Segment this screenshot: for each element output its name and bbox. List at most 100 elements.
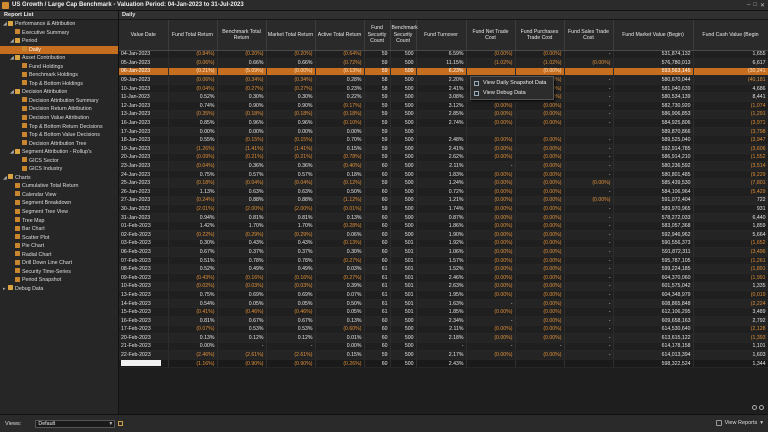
tree-item[interactable]: GICS Industry [0,165,118,174]
tree-item[interactable]: ◢ Charts [0,174,118,183]
table-row[interactable]: 27-Jan-2023 (0.24%) 0.88% 0.88% (1.12%) 60 500… [119,196,768,206]
table-row[interactable]: 17-Feb-2023 (0.07%) 0.53% 0.53% (0.60%) 60 500… [119,325,768,335]
column-header[interactable]: Value Date [119,20,169,51]
tree-item[interactable]: Top & Bottom Value Decisions [0,131,118,140]
tree-item[interactable]: Bar Chart [0,225,118,234]
table-row[interactable]: 18-Jan-2023 0.55% (0.15%) (0.15%) 0.70% 59 500… [119,135,768,146]
tree-item[interactable]: GICS Sector [0,157,118,166]
table-row[interactable]: 30-Jan-2023 (2.01%) (2.00%) (2.00%) (0.01%) 5… [119,204,768,214]
chevron-down-icon[interactable]: ◢ [10,149,14,156]
tree-item[interactable]: Tree Map [0,217,118,226]
menu-item-view-daily-snapshot[interactable]: View Daily Snapshot Data [471,78,553,88]
table-row[interactable]: 04-Jan-2023 (0.84%) (0.20%) (0.20%) (0.64%) 5… [119,50,768,60]
table-row[interactable]: 10-Jan-2023 (0.04%) (0.27%) (0.27%) 0.23% 58 5… [119,84,768,94]
lock-icon[interactable] [118,421,124,426]
chevron-down-icon[interactable]: ◢ [3,174,7,181]
table-row[interactable]: 03-Feb-2023 0.30% 0.43% 0.43% (0.13%) 60 501 1.… [119,239,768,249]
total-row[interactable]: (1.16%) (0.90%) (0.90%) (0.26%) 60 500 2.43% 59… [119,359,768,369]
table-row[interactable]: 06-Jan-2023 (0.21%) (5.09%) (0.00%) (0.13%) 5… [119,67,768,77]
column-header[interactable]: Benchmark Security Count [390,20,418,51]
table-row[interactable]: 11-Jan-2023 0.52% 0.30% 0.30% 0.22% 59 500 3.08… [119,92,768,103]
tree-item[interactable]: Decision Attribution Tree [0,140,118,149]
tree-item[interactable]: Pie Chart [0,242,118,251]
column-header[interactable]: Benchmark Total Return [217,20,267,51]
table-row[interactable]: 20-Feb-2023 0.13% 0.12% 0.12% 0.01% 60 500 2.18… [119,333,768,343]
table-row[interactable]: 17-Jan-2023 0.00% 0.00% 0.00% 0.00% 59 500 589,… [119,127,768,137]
tree-item[interactable]: Period Snapshot [0,276,118,285]
tree-item[interactable]: Executive Summary [0,29,118,38]
column-header[interactable]: Fund Market Value (Begin) [613,20,694,51]
column-header[interactable]: Fund Turnover [416,20,467,51]
tree-item[interactable]: Scatter Plot [0,234,118,243]
tree-item[interactable]: ◢ Period [0,37,118,46]
table-row[interactable]: 31-Jan-2023 0.94% 0.81% 0.81% 0.13% 60 500 0.87… [119,213,768,223]
view-reports-button[interactable]: View Reports ▾ [715,420,763,426]
zoom-icon[interactable] [752,405,757,410]
table-row[interactable]: 02-Feb-2023 (0.22%) (0.29%) (0.29%) 0.06% 60 5… [119,230,768,240]
chevron-down-icon[interactable]: ◢ [10,89,14,96]
table-row[interactable]: 20-Jan-2023 (0.09%) (0.21%) (0.21%) (0.78%) 5… [119,153,768,163]
tree-item[interactable]: Segment Breakdown [0,199,118,208]
table-row[interactable]: 08-Feb-2023 0.52% 0.49% 0.49% 0.03% 61 501 1.52… [119,264,768,274]
table-row[interactable]: 12-Jan-2023 0.74% 0.90% 0.90% (0.17%) 59 500 3.… [119,101,768,111]
tree-item[interactable]: Calendar View [0,191,118,200]
tree-item[interactable]: Decision Value Attribution [0,114,118,123]
table-row[interactable]: 22-Feb-2023 (2.46%) (2.61%) (2.61%) 0.15% 59 5… [119,350,768,360]
tree-item[interactable]: Cumulative Total Return [0,182,118,191]
tree-item[interactable]: Segment Tree View [0,208,118,217]
tree-item[interactable]: Benchmark Holdings [0,71,118,80]
maximize-button[interactable]: □ [753,2,757,8]
table-row[interactable]: 24-Jan-2023 0.75% 0.57% 0.57% 0.18% 60 500 1.83… [119,170,768,180]
chevron-down-icon[interactable]: ◢ [10,38,14,45]
folder-icon [15,88,20,94]
tree-item[interactable]: Fund Holdings [0,63,118,72]
tree-item[interactable]: Security Time-Series [0,268,118,277]
column-header[interactable]: Fund Purchases Trade Cost [515,20,565,51]
refresh-icon[interactable] [759,405,764,410]
tree-item[interactable]: ◢ Performance & Attribution [0,20,118,29]
table-row[interactable]: 16-Jan-2023 0.85% 0.96% 0.96% (0.10%) 59 500 2.… [119,118,768,128]
tree-item[interactable]: ◢ Decision Attribution [0,88,118,97]
table-row[interactable]: 21-Feb-2023 0.00% - -0.00% 60 500- - - -614,178,… [119,342,768,352]
tree-item[interactable]: Top & Bottom Holdings [0,80,118,89]
column-header[interactable]: Fund Net Trade Cost [466,20,516,51]
table-row[interactable]: 10-Feb-2023 (0.02%) (0.03%) (0.03%) 0.39% 61 5… [119,282,768,292]
minimize-button[interactable]: – [747,2,751,8]
table-row[interactable]: 09-Feb-2023 (0.43%) (0.16%) (0.16%) (0.27%) 6… [119,273,768,283]
tree-item[interactable]: ◢ Segment Attribution - Rollup's [0,148,118,157]
table-row[interactable]: 16-Feb-2023 0.81% 0.67% 0.67% 0.13% 60 500 2.34… [119,316,768,326]
tree-item[interactable]: Decision Return Attribution [0,105,118,114]
table-row[interactable]: 09-Jan-2023 (0.06%) (0.34%) (0.34%) 0.28% 58 5… [119,75,768,85]
table-row[interactable]: 13-Feb-2023 0.75% 0.69% 0.69% 0.07% 61 501 1.95… [119,290,768,300]
menu-item-view-debug-data[interactable]: View Debug Data [471,88,553,98]
tree-item[interactable]: Decision Attribution Summary [0,97,118,106]
chevron-right-icon[interactable]: ▸ [3,285,6,292]
table-row[interactable]: 25-Jan-2023 (0.18%) (0.04%) (0.04%) (0.12%) 5… [119,178,768,188]
close-button[interactable]: ✕ [759,3,765,9]
column-header[interactable]: Market Total Return [266,20,316,51]
chevron-down-icon[interactable]: ◢ [10,55,14,62]
column-header[interactable]: Fund Cash Value (Begin [693,20,768,51]
tree-item[interactable]: ▸ Debug Data [0,285,118,294]
table-row[interactable]: 06-Feb-2023 0.67% 0.37% 0.37% 0.30% 60 501 1.06… [119,247,768,257]
column-header[interactable]: Fund Security Count [364,20,391,51]
tree-item[interactable]: ◢ Asset Contribution [0,54,118,63]
table-row[interactable]: 07-Feb-2023 0.51% 0.78% 0.78% (0.27%) 60 501 1.… [119,256,768,266]
column-header[interactable]: Active Total Return [315,20,365,51]
table-row[interactable]: 23-Jan-2023 (0.04%) 0.36% 0.36% (0.40%) 60 500… [119,161,768,171]
column-header[interactable]: Fund Total Return [168,20,218,51]
tree-item[interactable]: Drill Down Line Chart [0,259,118,268]
table-row[interactable]: 05-Jan-2023 (0.06%) 0.66% 0.66% (0.72%) 59 500… [119,58,768,68]
table-row[interactable]: 19-Jan-2023 (1.26%) (1.41%) (1.41%) 0.15% 59 5… [119,144,768,154]
table-row[interactable]: 15-Feb-2023 (0.41%) (0.46%) (0.46%) 0.05% 61 5… [119,307,768,317]
tree-item[interactable]: Daily [0,45,118,55]
column-header[interactable]: Fund Sales Trade Cost [564,20,614,51]
table-row[interactable]: 13-Jan-2023 (0.35%) (0.18%) (0.18%) (0.18%) 5… [119,110,768,120]
tree-item[interactable]: Radial Chart [0,251,118,260]
table-row[interactable]: 26-Jan-2023 1.13% 0.63% 0.63% 0.50% 60 500 0.72… [119,187,768,197]
chevron-down-icon[interactable]: ◢ [3,21,7,27]
tree-item[interactable]: Top & Bottom Return Decisions [0,123,118,132]
table-row[interactable]: 01-Feb-2023 1.42% 1.70% 1.70% (0.28%) 60 500 1.… [119,221,768,231]
table-row[interactable]: 14-Feb-2023 0.54% 0.05% 0.05% 0.50% 61 501 1.63… [119,299,768,309]
views-select[interactable]: Default ▼ [35,419,116,428]
